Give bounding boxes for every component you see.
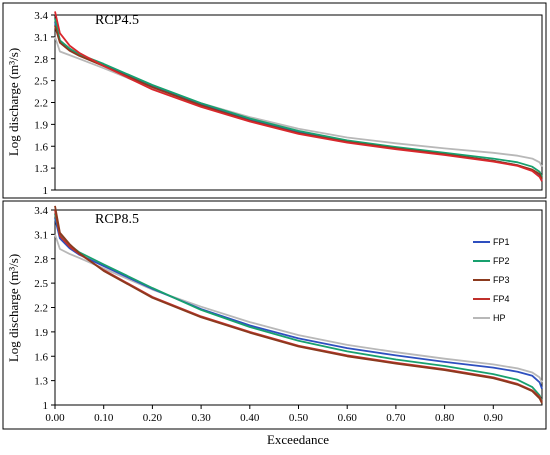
legend-label-fp4: FP4 [493,294,510,304]
legend-label-hp: HP [493,313,506,323]
y-tick-label: 1.3 [34,163,48,175]
y-tick-label: 3.4 [34,10,48,22]
y-tick-label: 2.5 [34,278,48,290]
panel-rcp85-series-lines [54,205,543,404]
y-tick-label: 1 [43,185,49,197]
series-line-series-4 [54,36,543,168]
y-tick-label: 2.2 [34,98,48,110]
y-tick-label: 3.1 [34,229,48,241]
panel-rcp45-y-ticks: 1 1.3 1.6 1.9 2.2 2.5 2.8 3.1 3.4 [34,10,55,197]
series-line-series-1 [54,18,543,178]
y-tick-label: 2.8 [34,54,48,66]
legend-label-fp3: FP3 [493,275,510,285]
x-tick-label: 0.40 [240,412,260,424]
panel-rcp45: RCP4.5 Log discharge (m³/s) 1 1.3 1.6 1.9 2.… [2,2,547,199]
panel-rcp45-title: RCP4.5 [95,13,139,28]
x-tick-label: 0.90 [484,412,504,424]
panel-rcp85-title: RCP8.5 [95,212,139,227]
legend-label-fp2: FP2 [493,256,510,266]
y-tick-label: 2.8 [34,254,48,266]
y-tick-label: 1.6 [34,351,48,363]
series-line-hp [54,234,543,383]
legend: FP1 FP2 FP3 FP4 HP [473,237,510,323]
y-tick-label: 3.1 [34,32,48,44]
panel-rcp85: RCP8.5 Log discharge (m³/s) 1 1.3 1.6 1.9 2.… [2,200,547,430]
x-tick-label: 0.10 [94,412,114,424]
x-tick-label: 0.30 [191,412,211,424]
y-tick-label: 1.9 [34,119,48,131]
x-tick-label: 0.20 [143,412,163,424]
y-tick-label: 2.5 [34,76,48,88]
panel-rcp45-frame [2,2,547,199]
panel-rcp85-x-ticks: 0.00 0.10 0.20 0.30 0.40 0.50 0.60 0.70 0.80 0.90 [45,405,503,424]
y-tick-label: 1.9 [34,327,48,339]
x-axis-label: Exceedance [267,432,329,447]
x-tick-label: 0.00 [45,412,65,424]
panel-rcp85-y-axis-label: Log discharge (m³/s) [6,254,21,362]
y-tick-label: 3.4 [34,205,48,217]
panel-rcp45-y-axis-label: Log discharge (m³/s) [6,48,21,156]
series-line-series-2 [54,11,543,182]
series-line-fp3 [54,205,543,404]
y-tick-label: 1.6 [34,141,48,153]
panel-rcp45-series-lines [54,11,543,182]
legend-label-fp1: FP1 [493,237,510,247]
x-tick-label: 0.80 [435,412,455,424]
x-tick-label: 0.60 [338,412,358,424]
y-tick-label: 1 [43,400,49,412]
panel-rcp85-frame [2,200,547,430]
y-tick-label: 1.3 [34,376,48,388]
panel-rcp85-y-ticks: 1 1.3 1.6 1.9 2.2 2.5 2.8 3.1 3.4 [34,205,55,412]
x-tick-label: 0.70 [386,412,406,424]
x-tick-label: 0.50 [289,412,309,424]
y-tick-label: 2.2 [34,303,48,315]
